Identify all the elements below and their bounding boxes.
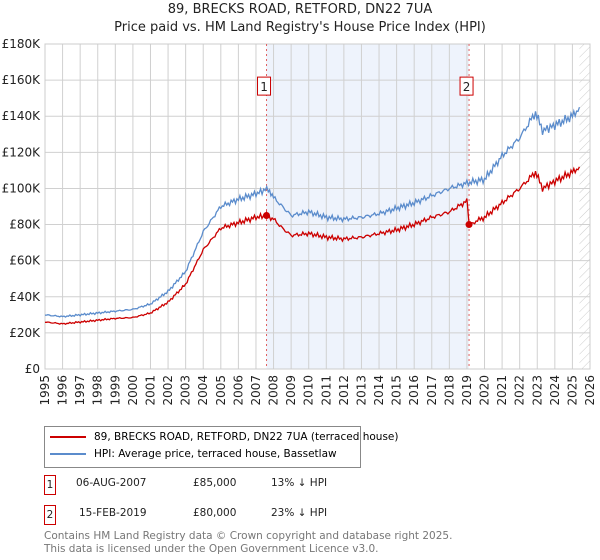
footer-line-1: Contains HM Land Registry data © Crown c… xyxy=(44,530,453,542)
x-tick-label: 2026 xyxy=(583,375,597,406)
chart-title: 89, BRECKS ROAD, RETFORD, DN22 7UA xyxy=(167,2,433,17)
y-tick-label: £140K xyxy=(2,109,42,123)
x-tick-label: 2024 xyxy=(548,375,562,406)
x-tick-label: 2013 xyxy=(354,375,368,406)
x-tick-label: 2023 xyxy=(530,375,544,406)
y-tick-label: £60K xyxy=(9,254,41,268)
x-tick-label: 2003 xyxy=(179,375,193,406)
plot-area: 1995 1996 1997 1998 1999 2000 2001 2002 2003 2004… xyxy=(2,37,597,406)
x-tick-label: 2004 xyxy=(196,375,210,406)
legend-blue-line xyxy=(50,453,86,455)
x-tick-label: 2012 xyxy=(337,375,351,406)
legend-label-property: 89, BRECKS ROAD, RETFORD, DN22 7UA (terr… xyxy=(94,431,399,443)
x-tick-label: 2011 xyxy=(319,375,333,406)
chart-subtitle: Price paid vs. HM Land Registry's House … xyxy=(114,20,486,35)
x-tick-label: 2009 xyxy=(284,375,298,406)
sale-label-box xyxy=(459,76,474,96)
y-tick-label: £80K xyxy=(9,218,41,232)
x-tick-label: 2006 xyxy=(231,375,245,406)
sale-label: 2 xyxy=(463,80,471,94)
x-tick-label: 2002 xyxy=(161,375,175,406)
y-tick-label: £40K xyxy=(9,290,41,304)
y-tick-label: £120K xyxy=(2,145,42,159)
x-tick-label: 2000 xyxy=(126,375,140,406)
sale-price: £80,000 xyxy=(193,507,237,519)
series-line xyxy=(45,166,581,325)
y-tick-label: £0 xyxy=(25,362,40,376)
sale-hpi-diff: 23% ↓ HPI xyxy=(271,507,328,519)
y-tick-label: £100K xyxy=(2,181,42,195)
y-tick-label: £180K xyxy=(2,37,42,51)
x-tick-label: 2014 xyxy=(372,375,386,406)
sale-label: 1 xyxy=(260,80,268,94)
x-tick-label: 2001 xyxy=(143,375,157,406)
x-tick-label: 2020 xyxy=(478,375,492,406)
x-tick-label: 1998 xyxy=(91,375,105,406)
sale-point xyxy=(263,212,271,220)
footer: Contains HM Land Registry data © Crown c… xyxy=(44,530,452,556)
plot-border xyxy=(44,43,591,370)
x-tick-label: 2025 xyxy=(565,375,579,406)
sale-point xyxy=(465,221,473,229)
future-hatch xyxy=(579,44,590,369)
shaded-period xyxy=(266,44,470,369)
series-line xyxy=(44,106,581,318)
x-tick-label: 2015 xyxy=(390,375,404,406)
sale-marker: 1 xyxy=(44,475,56,495)
footer-line-2: This data is licensed under the Open Gov… xyxy=(44,543,379,555)
sale-price: £85,000 xyxy=(193,477,237,489)
x-tick-label: 2005 xyxy=(214,375,228,406)
sale-date: 15-FEB-2019 xyxy=(79,507,147,519)
x-tick-label: 1996 xyxy=(56,375,70,406)
legend-label-hpi: HPI: Average price, terraced house, Bass… xyxy=(94,448,337,460)
x-tick-label: 2018 xyxy=(442,375,456,406)
x-tick-label: 2010 xyxy=(302,375,316,406)
x-tick-label: 1997 xyxy=(73,375,87,406)
x-tick-label: 2007 xyxy=(249,375,263,406)
legend-red-line xyxy=(50,436,86,438)
legend: 89, BRECKS ROAD, RETFORD, DN22 7UA (terr… xyxy=(44,426,399,468)
x-tick-label: 1995 xyxy=(38,375,52,406)
x-tick-label: 2016 xyxy=(407,375,421,406)
x-tick-label: 2017 xyxy=(425,375,439,406)
x-tick-label: 2019 xyxy=(460,375,474,406)
sale-label-box xyxy=(257,76,272,96)
x-tick-label: 2022 xyxy=(513,375,527,406)
x-tick-label: 2008 xyxy=(267,375,281,406)
sale-marker: 2 xyxy=(44,505,56,525)
sale-date: 06-AUG-2007 xyxy=(76,477,147,489)
x-tick-label: 1999 xyxy=(108,375,122,406)
y-tick-label: £20K xyxy=(9,326,41,340)
sale-hpi-diff: 13% ↓ HPI xyxy=(271,477,328,489)
x-tick-label: 2021 xyxy=(495,375,509,406)
y-tick-label: £160K xyxy=(2,73,42,87)
